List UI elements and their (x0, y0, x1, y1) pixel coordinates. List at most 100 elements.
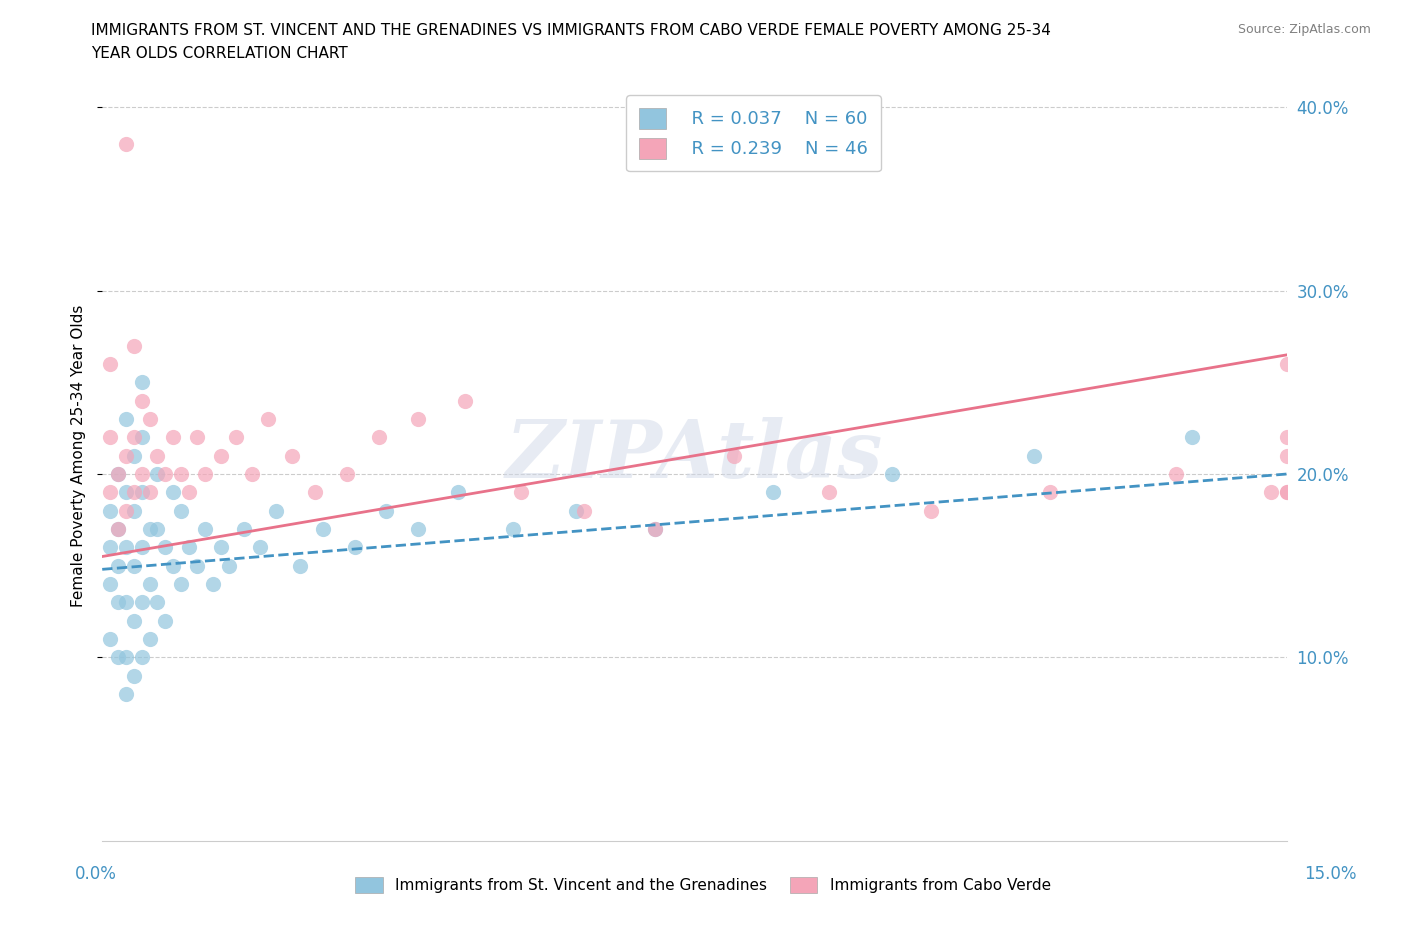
Point (817, 485, 839, 499)
Point (1275, 356, 1298, 371)
Point (1275, 430, 1298, 445)
Point (131, 393, 153, 408)
Point (131, 595, 153, 610)
Point (122, 613, 145, 628)
Point (115, 540, 138, 555)
Point (406, 412, 429, 427)
Point (264, 503, 287, 518)
Point (122, 448, 145, 463)
Point (280, 448, 302, 463)
Point (288, 558, 311, 573)
Point (565, 503, 588, 518)
Text: YEAR OLDS CORRELATION CHART: YEAR OLDS CORRELATION CHART (91, 46, 349, 61)
Point (162, 430, 184, 445)
Point (920, 503, 942, 518)
Point (115, 485, 138, 499)
Point (98, 430, 121, 445)
Point (162, 558, 184, 573)
Point (572, 503, 595, 518)
Point (194, 522, 217, 537)
Point (1275, 485, 1298, 499)
Point (502, 522, 524, 537)
Point (406, 522, 429, 537)
Point (138, 485, 160, 499)
Point (375, 503, 398, 518)
Point (115, 595, 138, 610)
Point (209, 540, 232, 555)
Point (170, 467, 193, 482)
Point (122, 558, 145, 573)
Point (138, 577, 160, 591)
Point (115, 686, 138, 701)
Text: ZIPAtlas: ZIPAtlas (506, 417, 883, 495)
Point (186, 430, 208, 445)
Point (186, 558, 208, 573)
Point (1275, 485, 1298, 499)
Legend: Immigrants from St. Vincent and the Grenadines, Immigrants from Cabo Verde: Immigrants from St. Vincent and the Gren… (349, 870, 1057, 899)
Point (131, 540, 153, 555)
Point (509, 485, 531, 499)
Point (98, 485, 121, 499)
Point (131, 430, 153, 445)
Point (107, 595, 129, 610)
Point (209, 448, 232, 463)
Point (644, 522, 666, 537)
Point (122, 668, 145, 683)
Text: Source: ZipAtlas.com: Source: ZipAtlas.com (1237, 23, 1371, 36)
Point (146, 595, 169, 610)
Point (1022, 448, 1045, 463)
Point (312, 522, 335, 537)
Point (194, 467, 217, 482)
Point (138, 522, 160, 537)
Point (98, 356, 121, 371)
Point (1260, 485, 1282, 499)
Point (98, 540, 121, 555)
Point (170, 503, 193, 518)
Point (1275, 448, 1298, 463)
Legend:   R = 0.037    N = 60,   R = 0.239    N = 46: R = 0.037 N = 60, R = 0.239 N = 46 (626, 95, 882, 171)
Point (162, 485, 184, 499)
Point (225, 430, 247, 445)
Point (201, 577, 224, 591)
Point (107, 467, 129, 482)
Point (98, 577, 121, 591)
Text: IMMIGRANTS FROM ST. VINCENT AND THE GRENADINES VS IMMIGRANTS FROM CABO VERDE FEM: IMMIGRANTS FROM ST. VINCENT AND THE GREN… (91, 23, 1052, 38)
Point (155, 613, 177, 628)
Point (155, 467, 177, 482)
Point (170, 577, 193, 591)
Point (257, 412, 280, 427)
Point (343, 540, 366, 555)
Point (240, 467, 263, 482)
Point (155, 540, 177, 555)
Point (107, 467, 129, 482)
Point (131, 375, 153, 390)
Point (115, 448, 138, 463)
Point (131, 650, 153, 665)
Text: 15.0%: 15.0% (1303, 865, 1357, 884)
Point (1181, 430, 1204, 445)
Point (131, 467, 153, 482)
Point (107, 650, 129, 665)
Point (115, 650, 138, 665)
Point (115, 412, 138, 427)
Point (146, 522, 169, 537)
Point (1164, 467, 1187, 482)
Point (107, 522, 129, 537)
Point (122, 430, 145, 445)
Point (107, 522, 129, 537)
Point (115, 503, 138, 518)
Point (131, 485, 153, 499)
Point (762, 485, 785, 499)
Point (115, 137, 138, 152)
Point (249, 540, 271, 555)
Point (122, 485, 145, 499)
Point (233, 522, 256, 537)
Point (723, 448, 745, 463)
Point (454, 393, 477, 408)
Point (304, 485, 326, 499)
Point (122, 503, 145, 518)
Point (880, 467, 903, 482)
Point (177, 485, 200, 499)
Point (644, 522, 666, 537)
Point (146, 467, 169, 482)
